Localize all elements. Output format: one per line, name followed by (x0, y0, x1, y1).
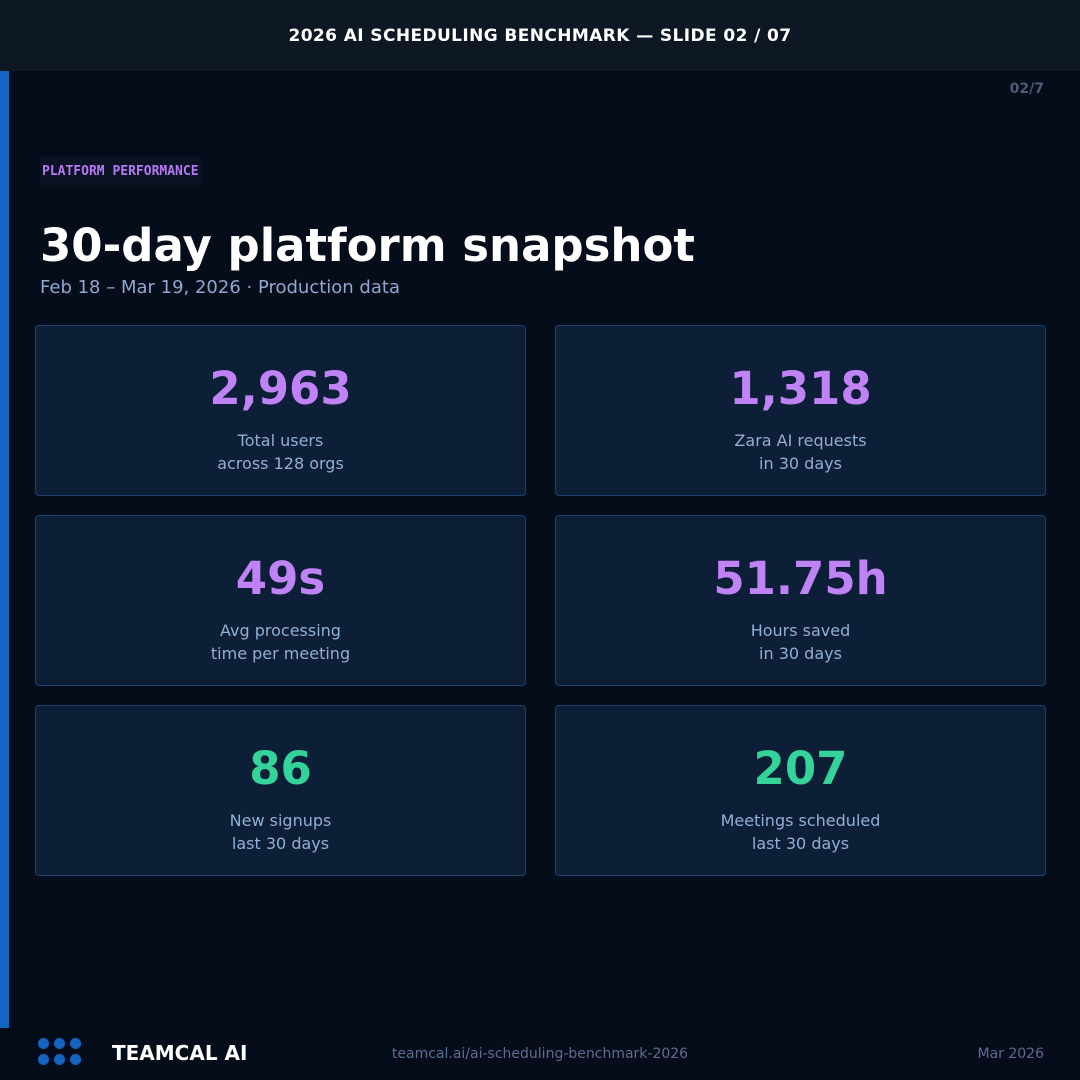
footer-date: Mar 2026 (977, 1046, 1045, 1062)
metric-card-total-users: 2,963 Total users across 128 orgs (35, 325, 526, 496)
metric-label-line: time per meeting (210, 644, 351, 663)
top-banner: 2026 AI SCHEDULING BENCHMARK — SLIDE 02 … (0, 0, 1080, 71)
metric-label: Meetings scheduled last 30 days (556, 809, 1045, 855)
brand-name: TEAMCAL AI (112, 1041, 248, 1065)
metric-label-line: New signups (229, 811, 332, 830)
metric-value: 49s (235, 552, 326, 605)
section-kicker: PLATFORM PERFORMANCE (40, 157, 201, 185)
logo-dot (54, 1054, 65, 1065)
metric-label: New signups last 30 days (36, 809, 525, 855)
metric-card-meetings-scheduled: 207 Meetings scheduled last 30 days (555, 705, 1046, 876)
metric-value: 207 (753, 742, 848, 795)
metric-card-hours-saved: 51.75h Hours saved in 30 days (555, 515, 1046, 686)
metric-label-line: Hours saved (750, 621, 851, 640)
six-dot-grid-icon (38, 1038, 84, 1068)
metric-label: Avg processing time per meeting (36, 619, 525, 665)
metric-label-line: last 30 days (751, 834, 850, 853)
metric-value: 86 (249, 742, 312, 795)
metric-label: Zara AI requests in 30 days (556, 429, 1045, 475)
left-accent-bar (0, 0, 9, 1028)
footer (0, 1028, 1080, 1080)
footer-url[interactable]: teamcal.ai/ai-scheduling-benchmark-2026 (391, 1046, 689, 1062)
logo-dot (38, 1054, 49, 1065)
metric-label-line: in 30 days (759, 454, 842, 473)
metric-label-line: last 30 days (231, 834, 330, 853)
metric-card-processing-time: 49s Avg processing time per meeting (35, 515, 526, 686)
metric-value: 1,318 (729, 362, 872, 415)
metric-card-new-signups: 86 New signups last 30 days (35, 705, 526, 876)
logo-dot (70, 1038, 81, 1049)
metric-card-ai-requests: 1,318 Zara AI requests in 30 days (555, 325, 1046, 496)
metric-value: 51.75h (713, 552, 888, 605)
logo-dot (70, 1054, 81, 1065)
page-title: 30-day platform snapshot (40, 219, 695, 272)
metric-label: Hours saved in 30 days (556, 619, 1045, 665)
page-counter: 02/7 (1009, 81, 1044, 97)
metric-label-line: Meetings scheduled (720, 811, 881, 830)
metric-label-line: Total users (237, 431, 324, 450)
metric-value: 2,963 (209, 362, 352, 415)
metric-label-line: across 128 orgs (217, 454, 344, 473)
page-subtitle: Feb 18 – Mar 19, 2026 · Production data (40, 277, 400, 298)
metric-label-line: Zara AI requests (734, 431, 867, 450)
logo-dot (38, 1038, 49, 1049)
banner-title: 2026 AI SCHEDULING BENCHMARK — SLIDE 02 … (288, 25, 792, 46)
metric-label-line: in 30 days (759, 644, 842, 663)
metric-label-line: Avg processing (220, 621, 341, 640)
logo-dot (54, 1038, 65, 1049)
metric-label: Total users across 128 orgs (36, 429, 525, 475)
